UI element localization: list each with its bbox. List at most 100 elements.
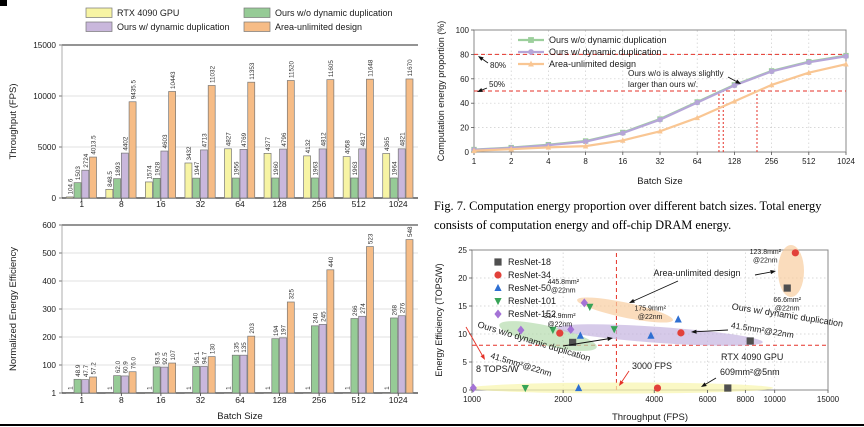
bar	[247, 81, 256, 199]
bar	[390, 177, 398, 199]
bar	[279, 337, 287, 394]
y-tick-label: 0	[51, 194, 56, 203]
bar-value-label: 274	[360, 303, 367, 314]
diamond-marker	[580, 298, 588, 308]
bar	[263, 392, 272, 394]
triangle-marker	[582, 143, 589, 149]
bar	[318, 148, 327, 199]
annotation-text: 50%	[489, 80, 505, 89]
bar-value-label: 135	[233, 342, 240, 353]
triangle-marker	[674, 315, 682, 323]
circle-marker	[528, 49, 534, 55]
bar-value-label: 4796	[281, 132, 288, 147]
bar-value-label: 4603	[162, 134, 169, 149]
legend-swatch	[85, 21, 113, 32]
annotation-arrow	[562, 338, 608, 347]
bar	[160, 150, 169, 199]
bar-value-label: 92.5	[162, 352, 169, 365]
bar-value-label: 57.2	[91, 362, 98, 375]
bar-value-label: 76.0	[130, 356, 137, 369]
circle-marker	[582, 138, 589, 145]
x-tick-label: 256	[312, 199, 326, 209]
annotation-text: RTX 4090 GPU	[721, 352, 783, 362]
y-tick-label: 300	[42, 305, 56, 314]
bar-value-label: 1	[265, 386, 272, 390]
circle-marker	[768, 68, 775, 75]
y-tick-label: 1	[51, 389, 56, 398]
bar	[350, 177, 359, 199]
triangle-marker	[545, 144, 552, 150]
bar	[239, 149, 248, 199]
bar-value-label: 4812	[320, 132, 327, 147]
x-tick-label: 16	[156, 395, 166, 405]
x-tick-label: 16	[156, 199, 166, 209]
annotation-arrowhead	[701, 382, 707, 387]
bar	[286, 301, 295, 394]
bar	[81, 379, 90, 394]
bar-value-label: 197	[281, 324, 288, 335]
bar-value-label: 4058	[344, 140, 351, 155]
tridown-marker	[549, 326, 557, 334]
tridown-marker	[494, 297, 502, 306]
circle-marker	[731, 82, 738, 89]
bar-value-label: 1	[186, 386, 193, 390]
square-marker	[569, 338, 577, 346]
bar-value-label: 194	[273, 325, 280, 336]
annotation-text: 80%	[490, 61, 506, 70]
x-tick-label: 1000	[463, 395, 481, 404]
bar-value-label: 4402	[123, 136, 130, 151]
x-tick-label: 1024	[389, 199, 408, 209]
bar-value-label: 4769	[241, 132, 248, 147]
triangle-marker	[576, 331, 584, 339]
throughput-bar-chart: 0 5000 10000 15000 1 104.6 1503 2724 4013.5 8 848.…	[0, 0, 432, 212]
bar	[397, 315, 406, 394]
y-tick-label: 100	[42, 361, 56, 370]
x-tick-label: 16	[618, 157, 627, 166]
bar-value-label: 130	[209, 343, 216, 354]
bar	[326, 79, 335, 199]
annotation-arrowhead	[770, 269, 776, 275]
bar	[279, 148, 287, 199]
bar-value-label: 4013.5	[91, 135, 98, 155]
annotation-text: 3000 FPS	[632, 361, 672, 371]
annotation-arrow	[481, 87, 488, 91]
bar-value-label: 325	[289, 288, 296, 299]
bar	[358, 148, 367, 199]
triangle-marker	[508, 146, 514, 152]
annotation-arrowhead	[607, 336, 613, 341]
annotation-arrow	[482, 58, 489, 64]
triangle-marker	[471, 147, 477, 154]
bar	[192, 177, 201, 199]
bar-value-label: 276	[399, 302, 406, 313]
bar-value-label: 94.7	[202, 351, 209, 364]
circle-marker	[843, 53, 849, 59]
circle-marker	[677, 329, 685, 337]
y-tick-label: 10	[458, 330, 467, 339]
bar	[382, 153, 391, 199]
bar	[326, 269, 335, 394]
y-tick-label: 100	[456, 26, 470, 35]
square-marker	[494, 258, 502, 266]
x-tick-label: 32	[656, 157, 665, 166]
bar	[382, 392, 391, 394]
tridown-marker	[610, 326, 618, 334]
bar	[231, 177, 240, 199]
y-tick-label: 400	[42, 277, 56, 286]
page-corner-mark	[0, 0, 7, 6]
group-ellipse	[557, 324, 763, 346]
bar-value-label: 1574	[147, 165, 154, 180]
square-marker	[746, 337, 754, 345]
bar-value-label: 4713	[202, 133, 209, 148]
circle-marker	[556, 329, 564, 337]
bar-value-label: 4365	[384, 136, 391, 151]
bar-value-label: 1960	[273, 161, 280, 176]
y-tick-label: 0	[465, 148, 470, 157]
x-tick-label: 512	[802, 157, 816, 166]
x-tick-label: 32	[196, 395, 206, 405]
bar-value-label: 10443	[170, 71, 177, 89]
bar	[152, 366, 161, 394]
y-tick-label: 5	[463, 358, 468, 367]
annotation-arrow	[621, 370, 630, 382]
bar-value-label: 11520	[289, 60, 296, 78]
